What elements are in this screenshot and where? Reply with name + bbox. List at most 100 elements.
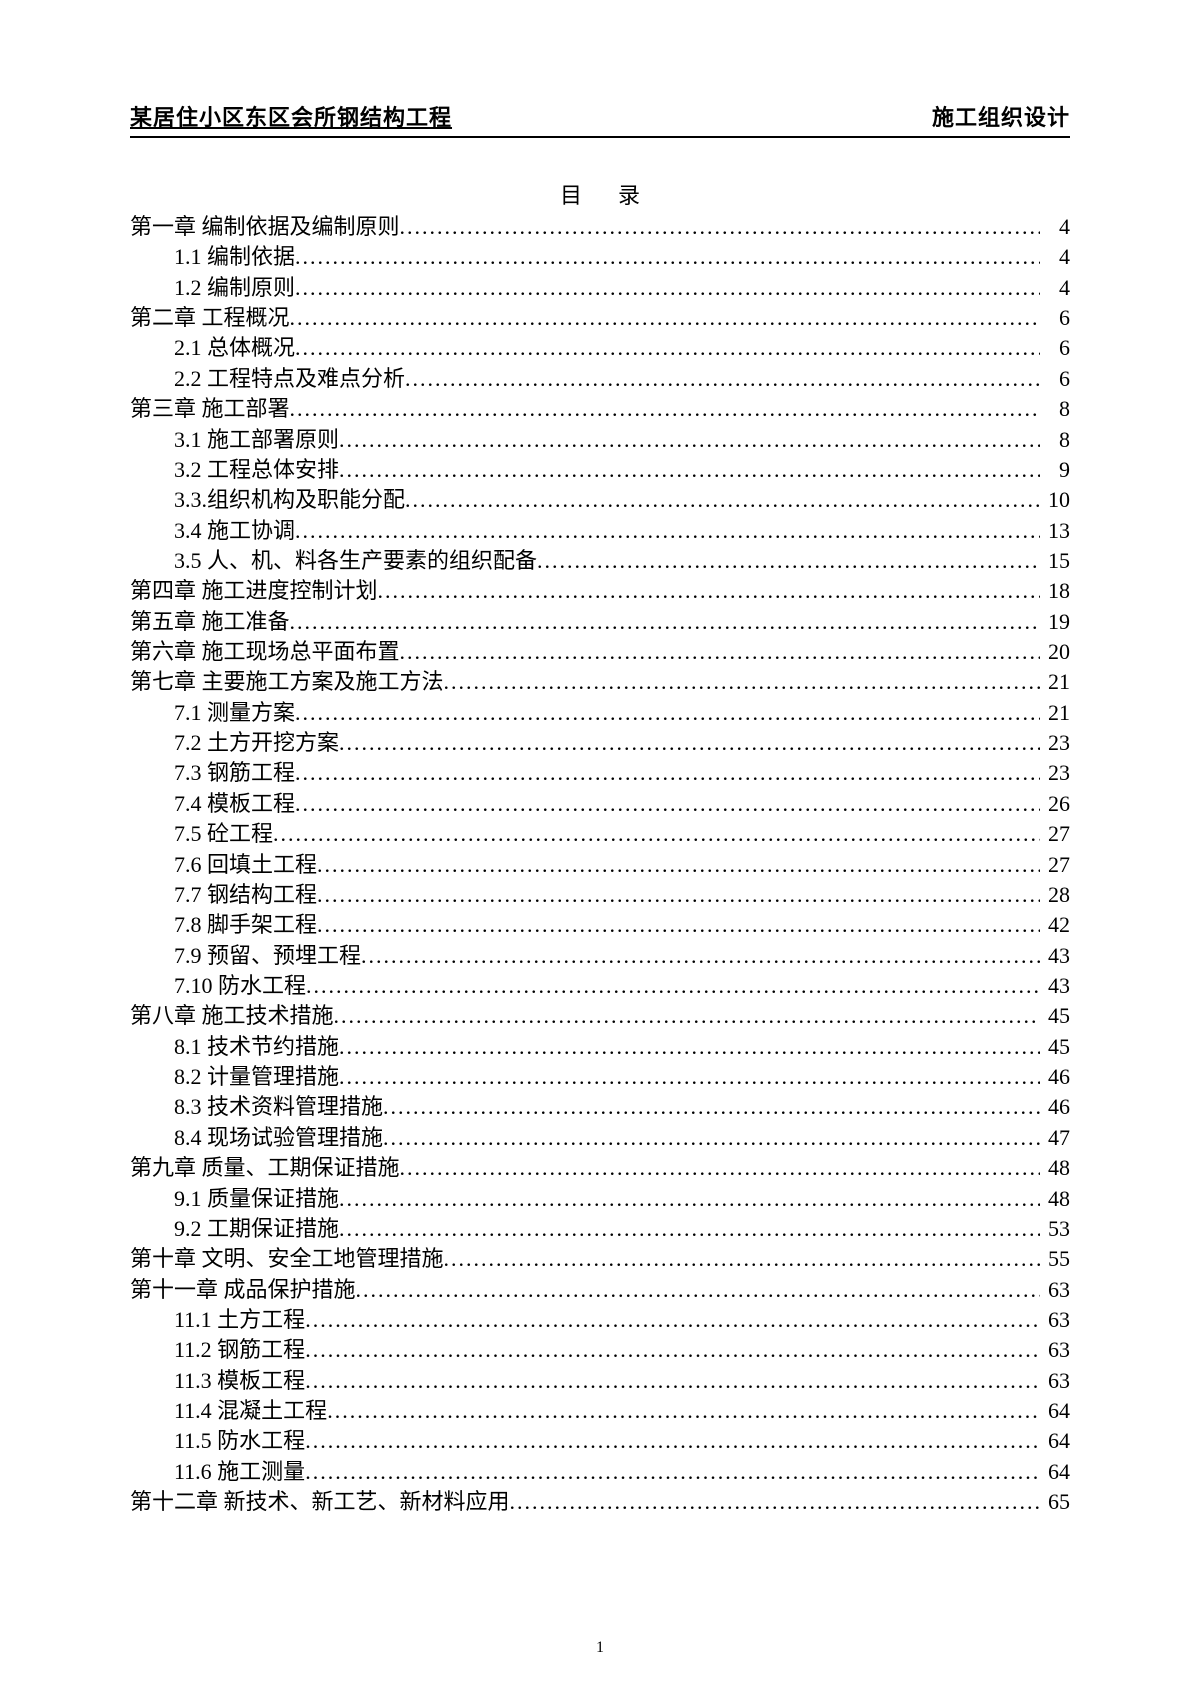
toc-label: 第六章 施工现场总平面布置 bbox=[130, 637, 400, 667]
toc-leader-dots: ........................................… bbox=[339, 1184, 1040, 1214]
toc-leader-dots: ........................................… bbox=[405, 485, 1040, 515]
toc-leader-dots: ........................................… bbox=[339, 728, 1040, 758]
toc-page-number: 46 bbox=[1040, 1092, 1070, 1122]
toc-leader-dots: ........................................… bbox=[295, 789, 1040, 819]
toc-label: 8.3 技术资料管理措施 bbox=[174, 1092, 383, 1122]
toc-page-number: 47 bbox=[1040, 1123, 1070, 1153]
toc-row: 7.1 测量方案................................… bbox=[130, 698, 1070, 728]
toc-page-number: 64 bbox=[1040, 1426, 1070, 1456]
toc-page-number: 48 bbox=[1040, 1153, 1070, 1183]
toc-page-number: 18 bbox=[1040, 576, 1070, 606]
toc-leader-dots: ........................................… bbox=[290, 607, 1040, 637]
toc-page-number: 48 bbox=[1040, 1184, 1070, 1214]
toc-label: 11.6 施工测量 bbox=[174, 1457, 305, 1487]
header-right-title: 施工组织设计 bbox=[932, 100, 1070, 132]
toc-leader-dots: ........................................… bbox=[290, 303, 1040, 333]
toc-leader-dots: ........................................… bbox=[295, 516, 1040, 546]
toc-label: 第五章 施工准备 bbox=[130, 607, 290, 637]
toc-leader-dots: ........................................… bbox=[405, 364, 1040, 394]
toc-row: 7.5 砼工程.................................… bbox=[130, 819, 1070, 849]
toc-page-number: 6 bbox=[1040, 303, 1070, 333]
toc-label: 7.6 回填土工程 bbox=[174, 850, 317, 880]
toc-leader-dots: ........................................… bbox=[305, 1457, 1040, 1487]
toc-leader-dots: ........................................… bbox=[537, 546, 1040, 576]
toc-page-number: 27 bbox=[1040, 819, 1070, 849]
toc-row: 3.3.组织机构及职能分配...........................… bbox=[130, 485, 1070, 515]
toc-label: 11.5 防水工程 bbox=[174, 1426, 305, 1456]
toc-row: 第十章 文明、安全工地管理措施.........................… bbox=[130, 1244, 1070, 1274]
toc-page-number: 27 bbox=[1040, 850, 1070, 880]
toc-leader-dots: ........................................… bbox=[510, 1487, 1040, 1517]
toc-leader-dots: ........................................… bbox=[317, 910, 1040, 940]
toc-page-number: 6 bbox=[1040, 333, 1070, 363]
toc-leader-dots: ........................................… bbox=[317, 850, 1040, 880]
toc-leader-dots: ........................................… bbox=[295, 273, 1040, 303]
toc-leader-dots: ........................................… bbox=[444, 667, 1040, 697]
toc-label: 3.1 施工部署原则 bbox=[174, 425, 339, 455]
toc-page-number: 9 bbox=[1040, 455, 1070, 485]
toc-page-number: 64 bbox=[1040, 1457, 1070, 1487]
toc-label: 8.1 技术节约措施 bbox=[174, 1032, 339, 1062]
toc-leader-dots: ........................................… bbox=[383, 1123, 1040, 1153]
toc-label: 9.2 工期保证措施 bbox=[174, 1214, 339, 1244]
toc-row: 11.1 土方工程...............................… bbox=[130, 1305, 1070, 1335]
toc-page-number: 26 bbox=[1040, 789, 1070, 819]
toc-label: 11.1 土方工程 bbox=[174, 1305, 305, 1335]
toc-label: 7.2 土方开挖方案 bbox=[174, 728, 339, 758]
toc-page-number: 45 bbox=[1040, 1032, 1070, 1062]
toc-leader-dots: ........................................… bbox=[317, 880, 1040, 910]
toc-row: 9.2 工期保证措施..............................… bbox=[130, 1214, 1070, 1244]
toc-page-number: 64 bbox=[1040, 1396, 1070, 1426]
toc-page-number: 6 bbox=[1040, 364, 1070, 394]
toc-leader-dots: ........................................… bbox=[295, 698, 1040, 728]
toc-leader-dots: ........................................… bbox=[295, 758, 1040, 788]
toc-leader-dots: ........................................… bbox=[305, 1305, 1040, 1335]
toc-leader-dots: ........................................… bbox=[356, 1275, 1040, 1305]
toc-label: 第十二章 新技术、新工艺、新材料应用 bbox=[130, 1487, 510, 1517]
toc-row: 2.1 总体概况................................… bbox=[130, 333, 1070, 363]
toc-row: 第八章 施工技术措施..............................… bbox=[130, 1001, 1070, 1031]
toc-row: 7.8 脚手架工程...............................… bbox=[130, 910, 1070, 940]
toc-leader-dots: ........................................… bbox=[339, 1214, 1040, 1244]
toc-label: 7.10 防水工程 bbox=[174, 971, 306, 1001]
toc-leader-dots: ........................................… bbox=[306, 971, 1040, 1001]
toc-leader-dots: ........................................… bbox=[444, 1244, 1040, 1274]
toc-leader-dots: ........................................… bbox=[273, 819, 1040, 849]
toc-leader-dots: ........................................… bbox=[295, 242, 1040, 272]
toc-page-number: 46 bbox=[1040, 1062, 1070, 1092]
toc-label: 第八章 施工技术措施 bbox=[130, 1001, 334, 1031]
toc-leader-dots: ........................................… bbox=[400, 637, 1040, 667]
toc-leader-dots: ........................................… bbox=[305, 1335, 1040, 1365]
toc-row: 第十一章 成品保护措施.............................… bbox=[130, 1275, 1070, 1305]
toc-leader-dots: ........................................… bbox=[361, 941, 1040, 971]
toc-row: 3.4 施工协调................................… bbox=[130, 516, 1070, 546]
toc-page-number: 4 bbox=[1040, 273, 1070, 303]
toc-label: 第四章 施工进度控制计划 bbox=[130, 576, 378, 606]
toc-label: 3.4 施工协调 bbox=[174, 516, 295, 546]
toc-row: 第一章 编制依据及编制原则...........................… bbox=[130, 212, 1070, 242]
toc-row: 1.1 编制依据................................… bbox=[130, 242, 1070, 272]
page-header: 某居住小区东区会所钢结构工程 施工组织设计 bbox=[130, 100, 1070, 138]
toc-leader-dots: ........................................… bbox=[400, 212, 1040, 242]
toc-row: 第五章 施工准备................................… bbox=[130, 607, 1070, 637]
toc-label: 第十章 文明、安全工地管理措施 bbox=[130, 1244, 444, 1274]
toc-page-number: 28 bbox=[1040, 880, 1070, 910]
toc-leader-dots: ........................................… bbox=[334, 1001, 1040, 1031]
toc-leader-dots: ........................................… bbox=[383, 1092, 1040, 1122]
toc-leader-dots: ........................................… bbox=[295, 333, 1040, 363]
toc-leader-dots: ........................................… bbox=[339, 425, 1040, 455]
toc-label: 7.7 钢结构工程 bbox=[174, 880, 317, 910]
toc-leader-dots: ........................................… bbox=[305, 1366, 1040, 1396]
toc-leader-dots: ........................................… bbox=[339, 455, 1040, 485]
toc-page-number: 63 bbox=[1040, 1335, 1070, 1365]
toc-leader-dots: ........................................… bbox=[400, 1153, 1040, 1183]
toc-page-number: 10 bbox=[1040, 485, 1070, 515]
toc-label: 11.2 钢筋工程 bbox=[174, 1335, 305, 1365]
toc-page-number: 23 bbox=[1040, 758, 1070, 788]
toc-label: 11.4 混凝土工程 bbox=[174, 1396, 327, 1426]
toc-leader-dots: ........................................… bbox=[290, 394, 1040, 424]
toc-page-number: 19 bbox=[1040, 607, 1070, 637]
toc-label: 2.2 工程特点及难点分析 bbox=[174, 364, 405, 394]
toc-row: 3.1 施工部署原则..............................… bbox=[130, 425, 1070, 455]
toc-row: 8.1 技术节约措施..............................… bbox=[130, 1032, 1070, 1062]
